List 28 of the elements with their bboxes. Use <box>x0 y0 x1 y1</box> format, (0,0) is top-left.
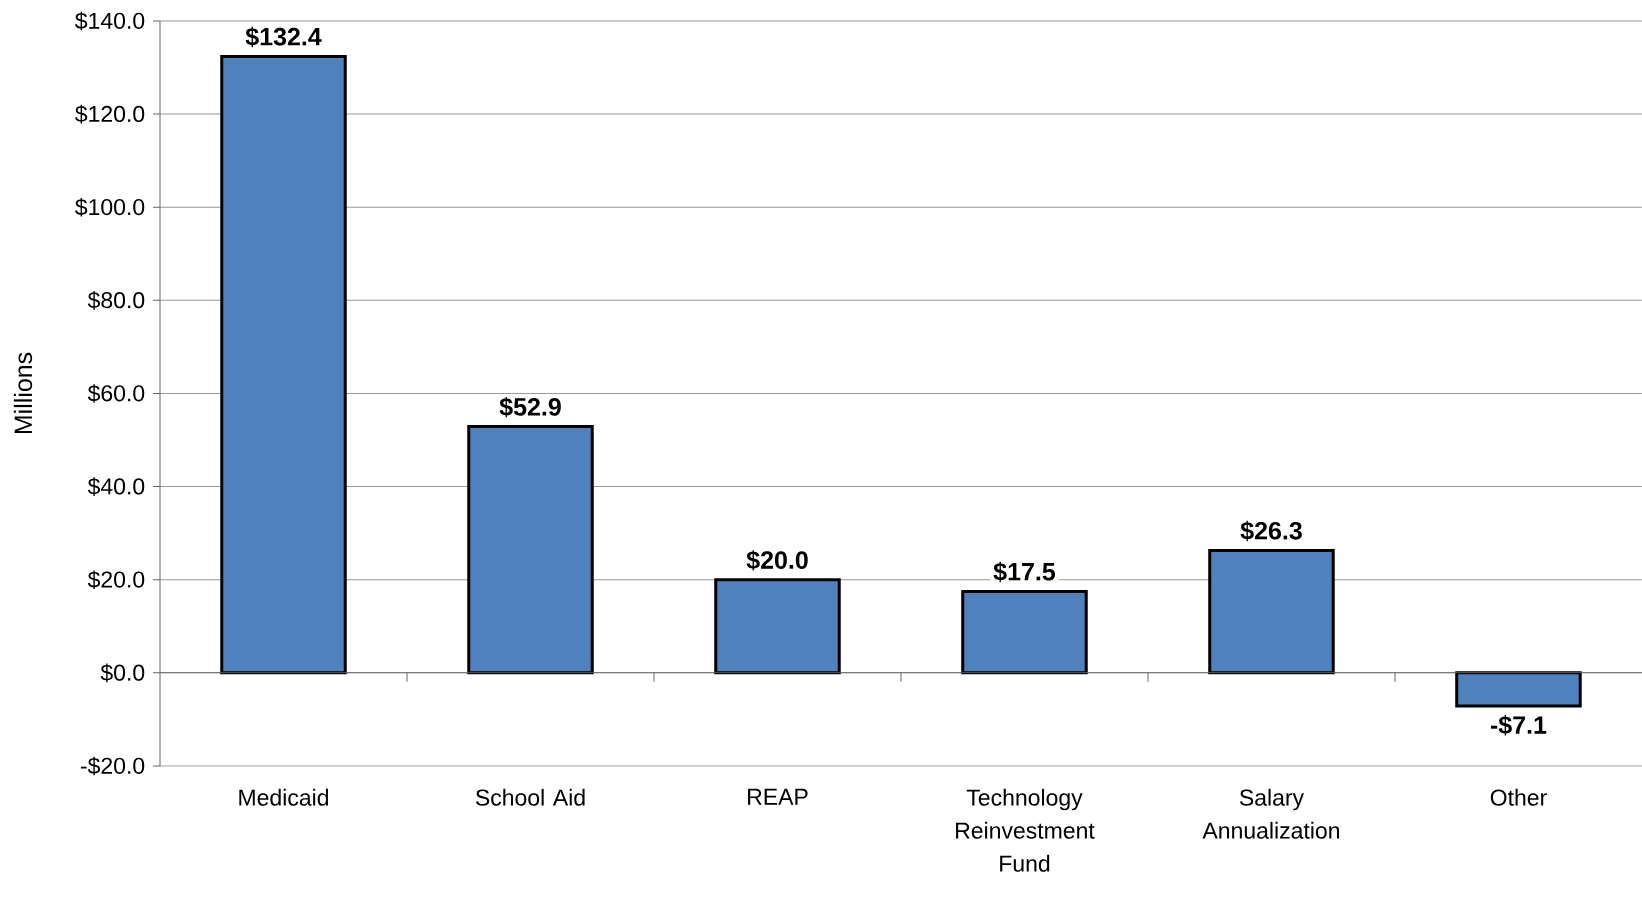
data-label: $17.5 <box>993 561 1056 583</box>
bar <box>467 425 594 675</box>
bar <box>1208 548 1335 675</box>
y-tick-label: -$20.0 <box>80 756 145 776</box>
x-tick-label: Medicaid <box>239 788 329 806</box>
data-label: $26.3 <box>1240 520 1302 542</box>
x-tick-label: School Aid <box>475 788 585 806</box>
data-label: -$7.1 <box>1490 715 1547 736</box>
data-label: $132.4 <box>245 26 322 48</box>
y-tick-label: $60.0 <box>87 384 145 403</box>
x-tick-label: REAP <box>748 788 808 805</box>
y-axis-title: Millions <box>13 352 33 434</box>
bar <box>1455 671 1582 708</box>
y-tick-label: $120.0 <box>75 104 145 124</box>
y-tick-label: $80.0 <box>87 291 145 310</box>
data-label: $52.9 <box>499 396 561 418</box>
y-tick-label: $0.0 <box>100 663 145 683</box>
bar <box>961 589 1088 675</box>
y-tick-label: $140.0 <box>75 11 145 31</box>
y-tick-label: $20.0 <box>87 570 145 590</box>
x-tick-label: Salary Annualization <box>1202 788 1340 839</box>
bar <box>714 578 841 675</box>
data-label: $20.0 <box>746 550 808 571</box>
bar <box>220 54 347 675</box>
x-tick-label: Other <box>1490 788 1547 806</box>
y-tick-label: $40.0 <box>87 477 145 496</box>
y-tick-label: $100.0 <box>75 197 145 217</box>
x-tick-label: Technology Reinvestment Fund <box>956 788 1095 872</box>
